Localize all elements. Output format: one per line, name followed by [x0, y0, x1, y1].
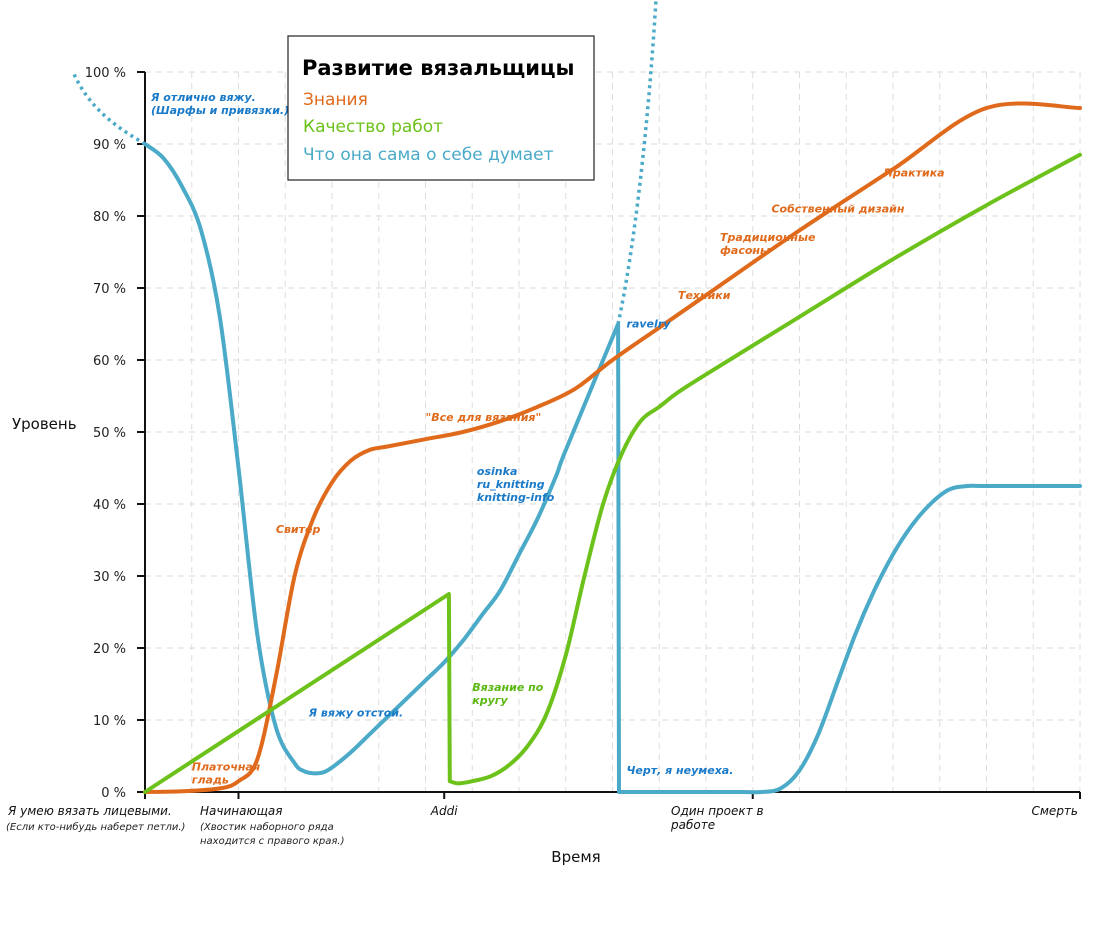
- annotation-label: Платочная гладь: [192, 760, 260, 786]
- legend-item-quality: Качество работ: [303, 117, 443, 137]
- y-axis-title: Уровень: [12, 415, 77, 433]
- series-lines: [71, 0, 1082, 795]
- y-tick-label: 50 %: [93, 426, 126, 441]
- annotation-label: Свитер: [276, 523, 321, 536]
- y-tick-label: 100 %: [85, 66, 126, 81]
- y-tick-label: 10 %: [93, 714, 126, 729]
- x-category-sublabel: (Если кто-нибудь наберет петли.): [6, 821, 185, 833]
- y-tick-label: 90 %: [93, 138, 126, 153]
- legend-item-knowledge: Знания: [303, 90, 368, 110]
- annotation-label: "Все для вязания": [426, 411, 542, 424]
- legend-item-self-opinion: Что она сама о себе думает: [303, 145, 554, 165]
- y-tick-label: 70 %: [93, 282, 126, 297]
- y-tick-label: 20 %: [93, 642, 126, 657]
- x-category-label: Начинающая: [200, 804, 282, 818]
- annotation-label: Я отлично вяжу. (Шарфы и привязки.): [150, 91, 289, 117]
- dotted-extension-start: [71, 71, 146, 146]
- y-tick-label: 30 %: [93, 570, 126, 585]
- dotted-extension-ravelry: [616, 0, 658, 325]
- x-category-labels: Я умею вязать лицевыми. (Если кто-нибудь …: [6, 804, 1078, 847]
- legend: Развитие вязальщицы Знания Качество рабо…: [287, 35, 595, 181]
- annotation-label: ravelry: [627, 318, 672, 331]
- axes: [137, 71, 1081, 799]
- legend-box: [287, 35, 595, 181]
- grid-lines: [145, 71, 1081, 792]
- annotation-label: Собственный дизайн: [771, 202, 904, 215]
- annotation-label: Вязание по кругу: [472, 681, 543, 707]
- x-category-label: Addi: [430, 804, 458, 818]
- annotation-label: Практика: [884, 166, 945, 179]
- y-tick-labels: 0 % 10 % 20 % 30 % 40 % 50 % 60 % 70 % 80 % 90 % 1…: [85, 66, 126, 801]
- series-self-opinion-line: [143, 142, 1082, 795]
- x-category-label: Я умею вязать лицевыми.: [7, 804, 172, 818]
- annotation-label: osinka ru_knitting knitting-info: [477, 465, 555, 504]
- x-category-label: Смерть: [1032, 804, 1079, 818]
- x-category-label: Один проект в работе: [670, 804, 764, 832]
- annotations: Я отлично вяжу. (Шарфы и привязки.) Платоч…: [150, 91, 945, 787]
- y-tick-label: 60 %: [93, 354, 126, 369]
- y-tick-label: 0 %: [101, 786, 126, 801]
- series-quality-line: [143, 152, 1082, 794]
- annotation-label: Я вяжу отстой.: [308, 706, 404, 719]
- x-category-sublabel: (Хвостик наборного ряда находится с право…: [200, 821, 345, 847]
- annotation-label: Техники: [678, 289, 731, 302]
- annotation-label: Черт, я неумеха.: [627, 764, 734, 777]
- annotation-label: Традиционные фасоны: [720, 231, 816, 257]
- x-axis-title: Время: [551, 848, 600, 866]
- y-tick-label: 40 %: [93, 498, 126, 513]
- chart-title: Развитие вязальщицы: [302, 56, 575, 80]
- series-knowledge-line: [143, 101, 1082, 794]
- y-tick-label: 80 %: [93, 210, 126, 225]
